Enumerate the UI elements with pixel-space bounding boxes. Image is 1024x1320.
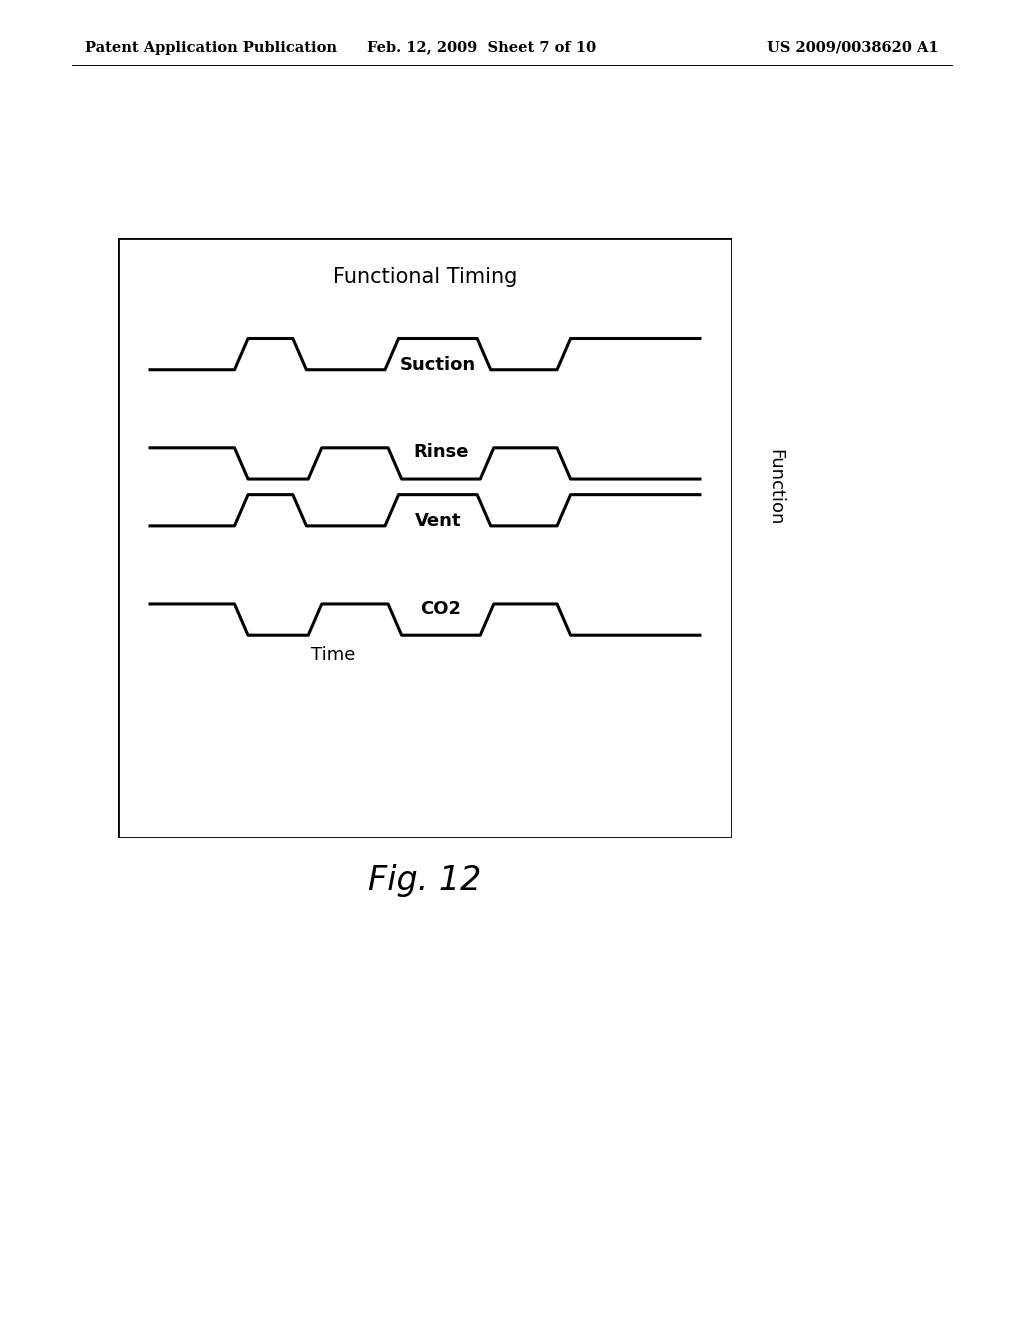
Text: CO2: CO2 <box>421 599 462 618</box>
Text: Rinse: Rinse <box>414 444 469 462</box>
Text: Feb. 12, 2009  Sheet 7 of 10: Feb. 12, 2009 Sheet 7 of 10 <box>367 41 596 54</box>
Text: Suction: Suction <box>399 356 476 374</box>
Text: Function: Function <box>766 449 784 525</box>
Text: US 2009/0038620 A1: US 2009/0038620 A1 <box>767 41 939 54</box>
Text: Fig. 12: Fig. 12 <box>369 865 481 898</box>
Text: Time: Time <box>310 645 355 664</box>
Text: Functional Timing: Functional Timing <box>333 267 517 286</box>
Text: Vent: Vent <box>415 512 461 531</box>
Text: Patent Application Publication: Patent Application Publication <box>85 41 337 54</box>
